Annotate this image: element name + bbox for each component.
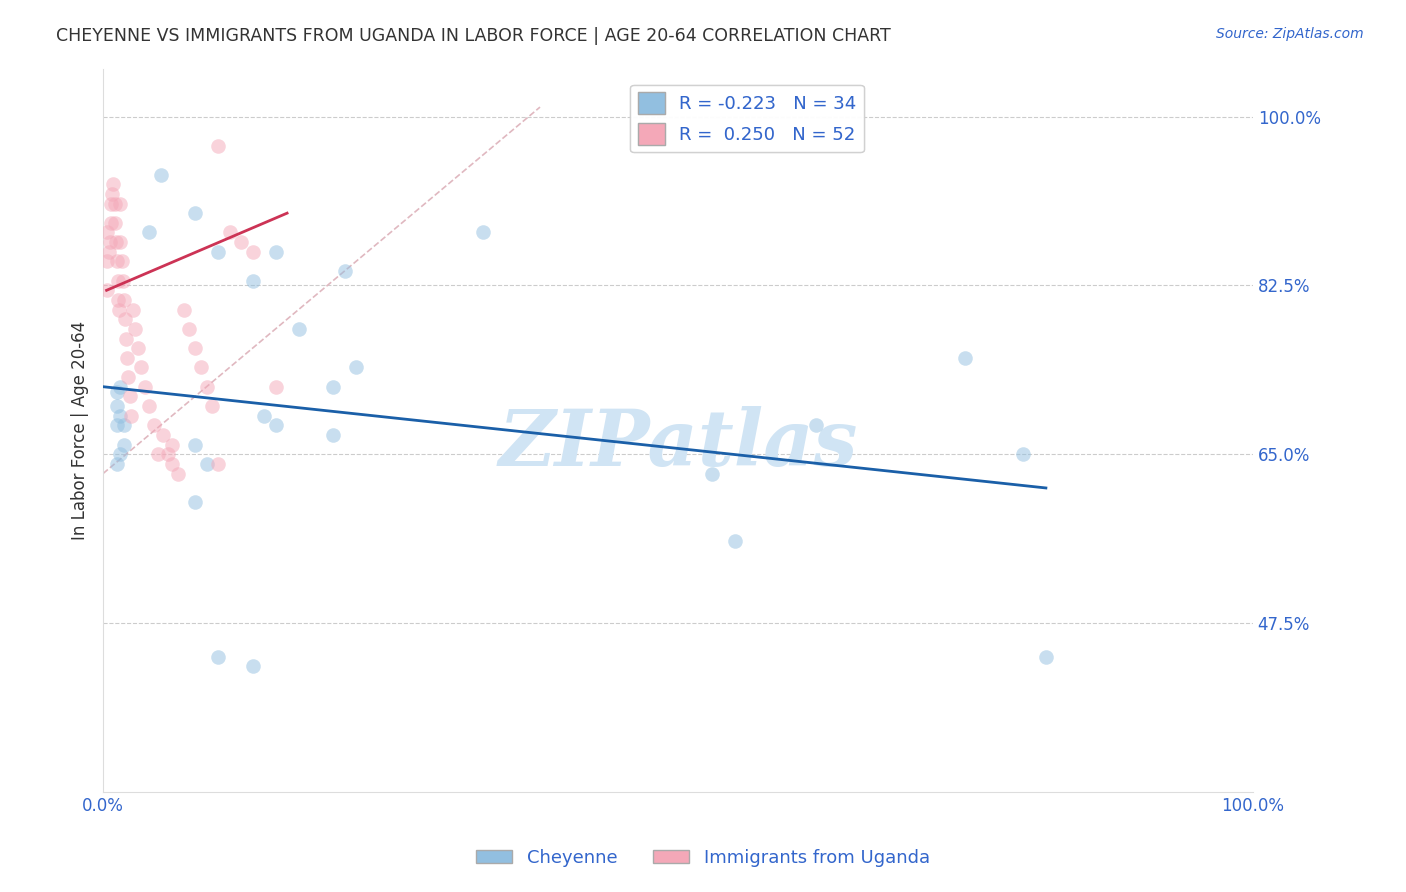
Point (110, 254, 132, 268)
Point (201, 399, 224, 413)
Point (104, 196, 127, 211)
Point (100, 196, 122, 211)
Point (242, 274, 264, 288)
Point (195, 457, 218, 471)
Point (190, 360, 212, 375)
Point (184, 495, 207, 509)
Point (179, 322, 201, 336)
Point (149, 168, 172, 182)
Point (115, 331, 138, 345)
Point (110, 235, 132, 249)
Point (344, 360, 367, 375)
Point (287, 322, 309, 336)
Point (264, 380, 287, 394)
Point (96, 254, 118, 268)
Point (129, 360, 152, 375)
Point (167, 467, 190, 481)
Point (184, 341, 207, 355)
Point (1035, 649, 1057, 664)
Point (118, 389, 141, 403)
Point (112, 437, 135, 451)
Legend: Cheyenne, Immigrants from Uganda: Cheyenne, Immigrants from Uganda (468, 842, 938, 874)
Point (110, 196, 132, 211)
Point (804, 418, 827, 433)
Point (105, 384, 128, 399)
Text: CHEYENNE VS IMMIGRANTS FROM UGANDA IN LABOR FORCE | AGE 20-64 CORRELATION CHART: CHEYENNE VS IMMIGRANTS FROM UGANDA IN LA… (56, 27, 891, 45)
Point (105, 399, 128, 413)
Point (122, 302, 145, 317)
Point (96, 226, 118, 240)
Point (333, 264, 356, 278)
Point (229, 235, 252, 249)
Point (105, 457, 128, 471)
Point (207, 244, 229, 259)
Point (101, 186, 124, 201)
Point (207, 457, 229, 471)
Text: ZIPatlas: ZIPatlas (498, 407, 858, 483)
Point (107, 274, 129, 288)
Point (1012, 447, 1035, 461)
Point (724, 533, 747, 548)
Point (104, 216, 127, 230)
Point (242, 244, 264, 259)
Y-axis label: In Labor Force | Age 20-64: In Labor Force | Age 20-64 (72, 320, 89, 540)
Point (160, 437, 183, 451)
Point (134, 380, 156, 394)
Point (112, 418, 135, 433)
Point (702, 467, 724, 481)
Point (148, 447, 170, 461)
Point (96, 283, 118, 297)
Point (184, 437, 207, 451)
Point (110, 409, 132, 423)
Point (97, 244, 120, 259)
Point (105, 418, 128, 433)
Point (322, 380, 344, 394)
Point (98, 235, 121, 249)
Point (117, 370, 139, 384)
Point (110, 447, 132, 461)
Point (104, 235, 127, 249)
Point (110, 380, 132, 394)
Point (114, 312, 136, 326)
Point (264, 244, 287, 259)
Point (111, 274, 134, 288)
Point (173, 302, 195, 317)
Point (242, 659, 264, 673)
Point (107, 293, 129, 307)
Point (471, 226, 494, 240)
Point (112, 293, 135, 307)
Point (264, 418, 287, 433)
Legend: R = -0.223   N = 34, R =  0.250   N = 52: R = -0.223 N = 34, R = 0.250 N = 52 (630, 85, 863, 153)
Point (156, 447, 179, 461)
Point (120, 409, 142, 423)
Point (103, 178, 125, 192)
Point (253, 409, 276, 423)
Point (127, 341, 149, 355)
Point (160, 457, 183, 471)
Point (195, 380, 218, 394)
Point (218, 226, 240, 240)
Point (207, 138, 229, 153)
Point (138, 399, 160, 413)
Point (117, 351, 139, 365)
Text: Source: ZipAtlas.com: Source: ZipAtlas.com (1216, 27, 1364, 41)
Point (108, 302, 131, 317)
Point (100, 216, 122, 230)
Point (142, 418, 165, 433)
Point (152, 428, 174, 442)
Point (138, 226, 160, 240)
Point (207, 649, 229, 664)
Point (955, 351, 977, 365)
Point (184, 206, 207, 220)
Point (322, 428, 344, 442)
Point (124, 322, 146, 336)
Point (105, 254, 128, 268)
